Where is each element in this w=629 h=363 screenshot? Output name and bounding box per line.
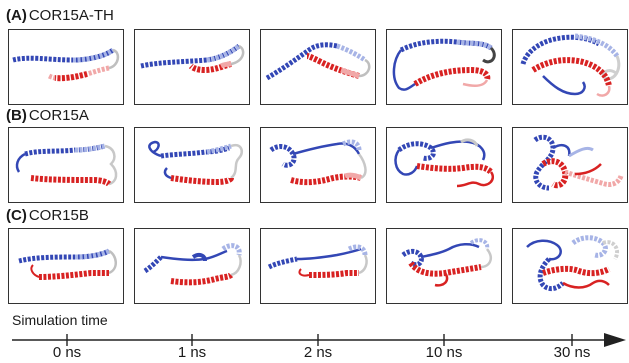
timeline-title: Simulation time: [12, 312, 108, 328]
row-letter: (C): [6, 207, 27, 224]
protein-structure-image: [143, 243, 242, 286]
row-letter: (A): [6, 7, 27, 24]
protein-structure-image: [533, 134, 624, 191]
structure-panel-c-1ns: [134, 228, 250, 304]
timeline-arrowhead: [604, 333, 626, 347]
tick-label: 0 ns: [52, 344, 82, 361]
row-name: COR15A-TH: [28, 7, 114, 24]
timeline-axis: [12, 333, 626, 347]
structure-panel-b-2ns: [260, 127, 376, 203]
protein-structure-image: [269, 139, 367, 186]
protein-structure-image: [392, 38, 496, 91]
structure-panel-b-30ns: [512, 127, 628, 203]
protein-structure-image: [148, 140, 243, 186]
protein-structure-image: [15, 143, 118, 187]
structure-panel-a-0ns: [8, 29, 124, 105]
structure-panel-a-1ns: [134, 29, 250, 105]
row-label-a: (A) COR15A-TH: [6, 7, 114, 25]
protein-structure-image: [526, 235, 620, 292]
protein-structure-image: [401, 238, 492, 287]
tick-label: 1 ns: [177, 344, 207, 361]
protein-structure-image: [265, 42, 371, 81]
row-label-b: (B) COR15A: [6, 107, 89, 125]
protein-structure-image: [520, 33, 621, 97]
structure-panel-b-1ns: [134, 127, 250, 203]
tick-label: 30 ns: [553, 344, 591, 361]
protein-structure-image: [267, 244, 368, 278]
structure-panel-a-30ns: [512, 29, 628, 105]
protein-structure-image: [394, 138, 495, 188]
row-letter: (B): [6, 107, 27, 124]
protein-structure-image: [12, 47, 120, 82]
structure-panel-c-30ns: [512, 228, 628, 304]
structure-panel-c-2ns: [260, 228, 376, 304]
protein-structure-image: [18, 248, 117, 280]
structure-panel-c-0ns: [8, 228, 124, 304]
row-name: COR15A: [28, 107, 89, 124]
tick-label: 2 ns: [303, 344, 333, 361]
structure-panel-b-0ns: [8, 127, 124, 203]
structure-panel-c-10ns: [386, 228, 502, 304]
protein-structure-image: [140, 43, 245, 74]
tick-label: 10 ns: [425, 344, 463, 361]
row-name: COR15B: [28, 207, 89, 224]
structure-panel-a-2ns: [260, 29, 376, 105]
structure-panel-a-10ns: [386, 29, 502, 105]
structure-panel-b-10ns: [386, 127, 502, 203]
row-label-c: (C) COR15B: [6, 207, 89, 225]
